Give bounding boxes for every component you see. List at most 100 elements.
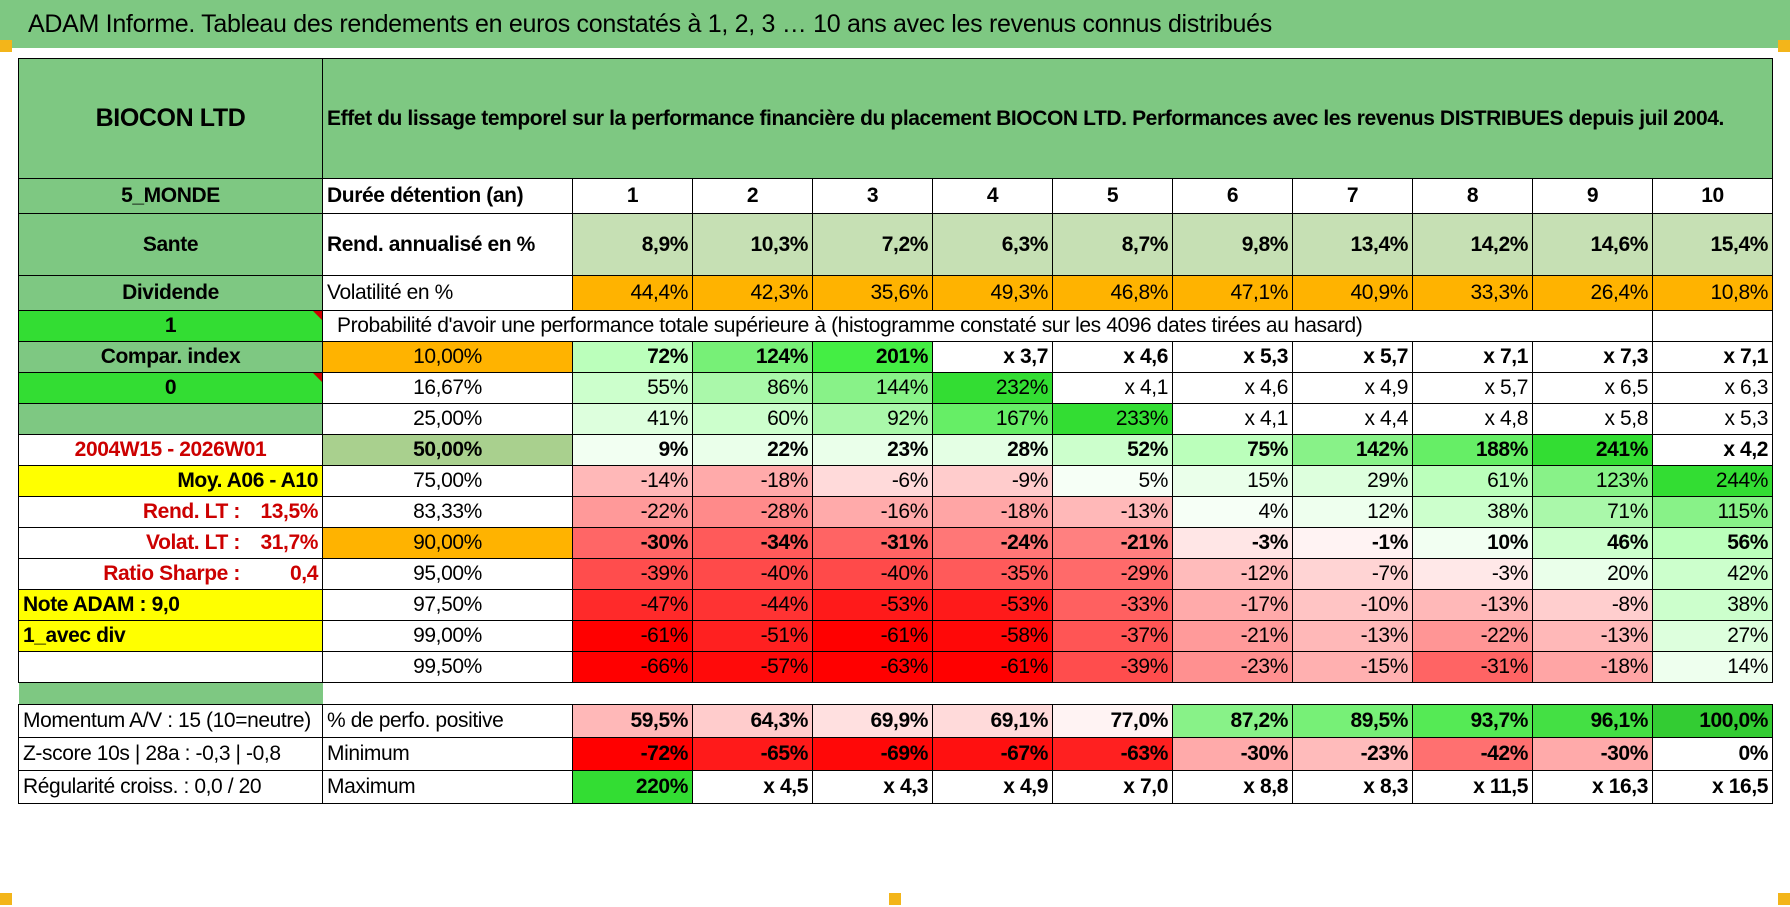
- flag-one-cell[interactable]: 1: [18, 310, 323, 342]
- proba-cell[interactable]: x 6,5: [1532, 372, 1653, 404]
- resize-handle-left[interactable]: [0, 40, 12, 52]
- minimum-cell[interactable]: 0%: [1651, 737, 1774, 771]
- proba-cell[interactable]: x 7,3: [1532, 341, 1653, 373]
- threshold-cell[interactable]: 10,00%: [322, 341, 573, 373]
- threshold-cell[interactable]: 83,33%: [322, 496, 573, 528]
- minimum-cell[interactable]: -63%: [1052, 737, 1173, 771]
- pct-pos-cell[interactable]: 64,3%: [692, 704, 813, 738]
- proba-cell[interactable]: 115%: [1651, 496, 1774, 528]
- proba-cell[interactable]: 15%: [1172, 465, 1293, 497]
- rend-lt-cell[interactable]: Rend. LT : 13,5%: [18, 496, 323, 528]
- minimum-cell[interactable]: -30%: [1172, 737, 1293, 771]
- proba-cell[interactable]: -51%: [692, 620, 813, 652]
- proba-cell[interactable]: -44%: [692, 589, 813, 621]
- rend-cell[interactable]: 7,2%: [812, 213, 933, 276]
- pct-pos-cell[interactable]: 69,1%: [932, 704, 1053, 738]
- pct-pos-cell[interactable]: 89,5%: [1292, 704, 1413, 738]
- proba-cell[interactable]: -31%: [1412, 651, 1533, 683]
- maximum-cell[interactable]: x 8,3: [1292, 770, 1413, 804]
- proba-cell[interactable]: -63%: [812, 651, 933, 683]
- proba-cell[interactable]: -53%: [812, 589, 933, 621]
- proba-cell[interactable]: -15%: [1292, 651, 1413, 683]
- threshold-cell[interactable]: 99,50%: [322, 651, 573, 683]
- proba-cell[interactable]: 201%: [812, 341, 933, 373]
- proba-cell[interactable]: 60%: [692, 403, 813, 435]
- avec-div-cell[interactable]: 1_avec div: [18, 620, 323, 652]
- dividend-cell[interactable]: Dividende: [18, 275, 323, 311]
- pct-pos-cell[interactable]: 59,5%: [572, 704, 693, 738]
- year-header[interactable]: 6: [1172, 178, 1293, 214]
- volat-cell[interactable]: 35,6%: [812, 275, 933, 311]
- threshold-cell[interactable]: 95,00%: [322, 558, 573, 590]
- minimum-cell[interactable]: -65%: [692, 737, 813, 771]
- proba-cell[interactable]: 233%: [1052, 403, 1173, 435]
- threshold-cell[interactable]: 50,00%: [322, 434, 573, 466]
- year-header[interactable]: 4: [932, 178, 1053, 214]
- proba-cell[interactable]: 4%: [1172, 496, 1293, 528]
- proba-cell[interactable]: -8%: [1532, 589, 1653, 621]
- resize-handle-bottom-center[interactable]: [889, 893, 901, 905]
- year-header[interactable]: 9: [1532, 178, 1653, 214]
- rend-cell[interactable]: 9,8%: [1172, 213, 1293, 276]
- proba-cell[interactable]: 56%: [1651, 527, 1774, 559]
- proba-cell[interactable]: 241%: [1532, 434, 1653, 466]
- pct-pos-cell[interactable]: 93,7%: [1412, 704, 1533, 738]
- proba-cell[interactable]: 55%: [572, 372, 693, 404]
- year-header[interactable]: 2: [692, 178, 813, 214]
- minimum-cell[interactable]: -72%: [572, 737, 693, 771]
- proba-cell[interactable]: 244%: [1651, 465, 1774, 497]
- proba-cell[interactable]: 92%: [812, 403, 933, 435]
- sector-cell[interactable]: Sante: [18, 213, 323, 276]
- empty-cell[interactable]: [1651, 310, 1774, 342]
- proba-cell[interactable]: 22%: [692, 434, 813, 466]
- flag-zero-cell[interactable]: 0: [18, 372, 323, 404]
- proba-cell[interactable]: -35%: [932, 558, 1053, 590]
- year-header[interactable]: 7: [1292, 178, 1413, 214]
- resize-handle-bottom-left[interactable]: [0, 893, 12, 905]
- proba-cell[interactable]: -53%: [932, 589, 1053, 621]
- proba-cell[interactable]: 142%: [1292, 434, 1413, 466]
- minimum-cell[interactable]: -42%: [1412, 737, 1533, 771]
- year-header[interactable]: 8: [1412, 178, 1533, 214]
- maximum-cell[interactable]: x 4,5: [692, 770, 813, 804]
- proba-cell[interactable]: 23%: [812, 434, 933, 466]
- proba-cell[interactable]: x 5,8: [1532, 403, 1653, 435]
- volat-cell[interactable]: 49,3%: [932, 275, 1053, 311]
- table-description[interactable]: Effet du lissage temporel sur la perform…: [321, 58, 1774, 179]
- threshold-cell[interactable]: 97,50%: [322, 589, 573, 621]
- year-header[interactable]: 10: [1651, 178, 1774, 214]
- proba-cell[interactable]: -13%: [1292, 620, 1413, 652]
- rend-cell[interactable]: 14,2%: [1412, 213, 1533, 276]
- sharpe-cell[interactable]: Ratio Sharpe : 0,4: [18, 558, 323, 590]
- rend-cell[interactable]: 8,7%: [1052, 213, 1173, 276]
- resize-handle-bottom-right[interactable]: [1778, 893, 1790, 905]
- rend-label[interactable]: Rend. annualisé en %: [322, 213, 573, 276]
- proba-cell[interactable]: -22%: [1412, 620, 1533, 652]
- rend-cell[interactable]: 13,4%: [1292, 213, 1413, 276]
- minimum-cell[interactable]: -30%: [1532, 737, 1653, 771]
- proba-cell[interactable]: -47%: [572, 589, 693, 621]
- volat-lt-cell[interactable]: Volat. LT : 31,7%: [18, 527, 323, 559]
- regularite-cell[interactable]: Régularité croiss. : 0,0 / 20: [18, 770, 323, 804]
- proba-cell[interactable]: 38%: [1412, 496, 1533, 528]
- minimum-cell[interactable]: -69%: [812, 737, 933, 771]
- volat-label[interactable]: Volatilité en %: [322, 275, 573, 311]
- maximum-cell[interactable]: x 4,3: [812, 770, 933, 804]
- proba-cell[interactable]: -14%: [572, 465, 693, 497]
- proba-cell[interactable]: 29%: [1292, 465, 1413, 497]
- volat-cell[interactable]: 47,1%: [1172, 275, 1293, 311]
- proba-cell[interactable]: 5%: [1052, 465, 1173, 497]
- proba-cell[interactable]: 188%: [1412, 434, 1533, 466]
- proba-cell[interactable]: x 4,1: [1052, 372, 1173, 404]
- proba-cell[interactable]: 42%: [1651, 558, 1774, 590]
- proba-cell[interactable]: 72%: [572, 341, 693, 373]
- proba-cell[interactable]: -18%: [692, 465, 813, 497]
- proba-cell[interactable]: 86%: [692, 372, 813, 404]
- category-cell[interactable]: 5_MONDE: [18, 178, 323, 214]
- proba-cell[interactable]: 10%: [1412, 527, 1533, 559]
- proba-cell[interactable]: -61%: [572, 620, 693, 652]
- proba-cell[interactable]: -23%: [1172, 651, 1293, 683]
- maximum-cell[interactable]: x 16,3: [1532, 770, 1653, 804]
- proba-cell[interactable]: -12%: [1172, 558, 1293, 590]
- proba-cell[interactable]: -17%: [1172, 589, 1293, 621]
